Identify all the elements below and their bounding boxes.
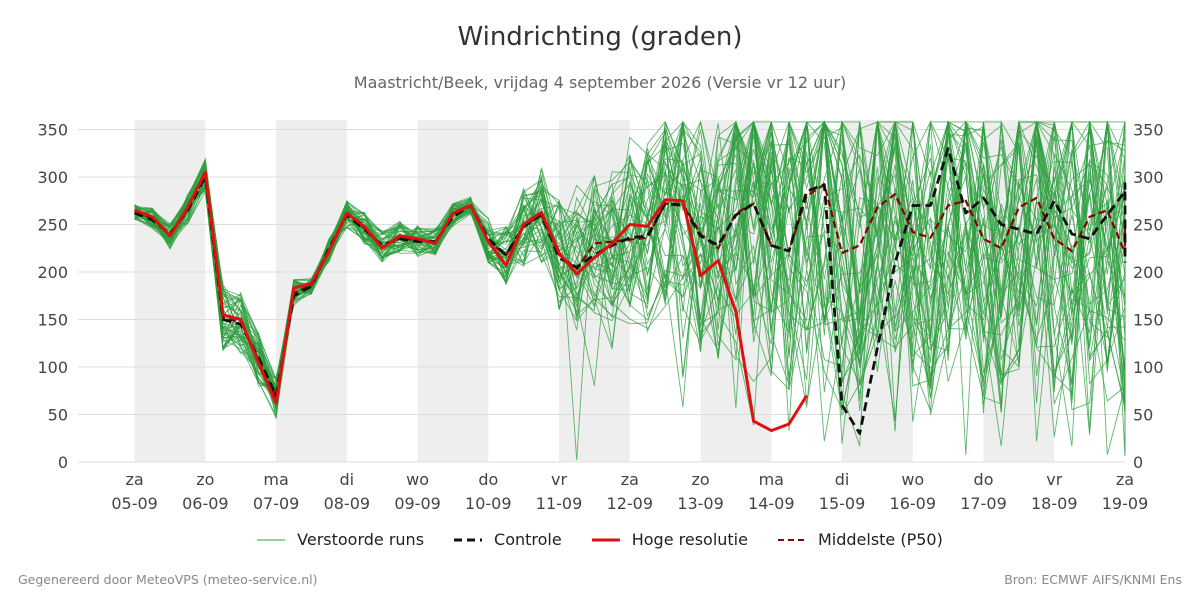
y-tick-left-0: 0 xyxy=(58,453,68,472)
x-tick-day-0: za xyxy=(125,470,143,489)
chart-subtitle: Maastricht/Beek, vrijdag 4 september 202… xyxy=(353,73,847,92)
x-tick-date-13: 18-09 xyxy=(1031,494,1078,513)
x-tick-day-14: za xyxy=(1116,470,1134,489)
x-tick-day-10: di xyxy=(835,470,850,489)
ensemble-run-32 xyxy=(134,120,1126,412)
footer-source: Bron: ECMWF AIFS/KNMI Ens xyxy=(1004,572,1182,587)
median-line xyxy=(134,174,1127,399)
legend-label-ensemble: Verstoorde runs xyxy=(297,530,425,549)
legend-item-ensemble: Verstoorde runs xyxy=(257,530,424,549)
x-tick-date-11: 16-09 xyxy=(890,494,937,513)
y-tick-left-50: 50 xyxy=(48,406,68,425)
y-tick-left-100: 100 xyxy=(37,358,68,377)
y-tick-right-150: 150 xyxy=(1133,311,1164,330)
x-tick-date-12: 17-09 xyxy=(960,494,1007,513)
y-tick-right-50: 50 xyxy=(1133,406,1153,425)
x-tick-day-11: wo xyxy=(901,470,924,489)
day-shade-2 xyxy=(417,120,489,462)
wind-direction-chart: 0 0 50 50 100 100 150 150 200 200 250 250 300 300 350 3… xyxy=(37,120,1164,513)
x-tick-date-9: 14-09 xyxy=(748,494,795,513)
legend: Verstoorde runs Controle Hoge resolutie … xyxy=(0,530,1200,549)
x-tick-day-13: vr xyxy=(1046,470,1062,489)
x-tick-date-7: 12-09 xyxy=(607,494,654,513)
x-tick-day-7: za xyxy=(621,470,639,489)
y-tick-right-250: 250 xyxy=(1133,216,1164,235)
y-tick-right-350: 350 xyxy=(1133,121,1164,140)
x-tick-day-4: wo xyxy=(406,470,429,489)
x-tick-date-3: 08-09 xyxy=(324,494,371,513)
x-tick-day-1: zo xyxy=(196,470,214,489)
y-tick-left-300: 300 xyxy=(37,168,68,187)
legend-label-control: Controle xyxy=(494,530,562,549)
control-line xyxy=(134,147,1127,435)
x-tick-date-10: 15-09 xyxy=(819,494,866,513)
chart-title: Windrichting (graden) xyxy=(457,22,743,52)
x-tick-day-5: do xyxy=(478,470,498,489)
y-tick-left-350: 350 xyxy=(37,121,68,140)
x-tick-date-14: 19-09 xyxy=(1102,494,1149,513)
x-tick-date-6: 11-09 xyxy=(536,494,583,513)
y-tick-right-0: 0 xyxy=(1133,453,1143,472)
x-tick-day-6: vr xyxy=(551,470,567,489)
x-tick-date-5: 10-09 xyxy=(465,494,512,513)
y-tick-right-200: 200 xyxy=(1133,263,1164,282)
x-tick-date-1: 06-09 xyxy=(182,494,229,513)
x-tick-date-0: 05-09 xyxy=(111,494,158,513)
y-tick-left-150: 150 xyxy=(37,311,68,330)
x-tick-day-3: di xyxy=(340,470,355,489)
x-tick-day-12: do xyxy=(974,470,994,489)
legend-item-control: Controle xyxy=(454,530,562,549)
x-tick-day-2: ma xyxy=(263,470,288,489)
x-tick-day-9: ma xyxy=(759,470,784,489)
legend-item-high-res: Hoge resolutie xyxy=(591,530,748,549)
ensemble-run-46 xyxy=(134,120,1126,442)
day-shade-0 xyxy=(134,120,206,462)
legend-label-high-res: Hoge resolutie xyxy=(631,530,748,549)
x-tick-day-8: zo xyxy=(691,470,709,489)
x-tick-date-2: 07-09 xyxy=(253,494,300,513)
footer-generated-by: Gegenereerd door MeteoVPS (meteo-service… xyxy=(18,572,318,587)
y-tick-right-300: 300 xyxy=(1133,168,1164,187)
legend-label-median: Middelste (P50) xyxy=(817,530,943,549)
y-tick-right-100: 100 xyxy=(1133,358,1164,377)
y-tick-left-250: 250 xyxy=(37,216,68,235)
y-tick-left-200: 200 xyxy=(37,263,68,282)
legend-item-median: Middelste (P50) xyxy=(777,530,943,549)
x-tick-date-8: 13-09 xyxy=(677,494,724,513)
high-res-line xyxy=(134,170,808,433)
x-tick-date-4: 09-09 xyxy=(394,494,441,513)
